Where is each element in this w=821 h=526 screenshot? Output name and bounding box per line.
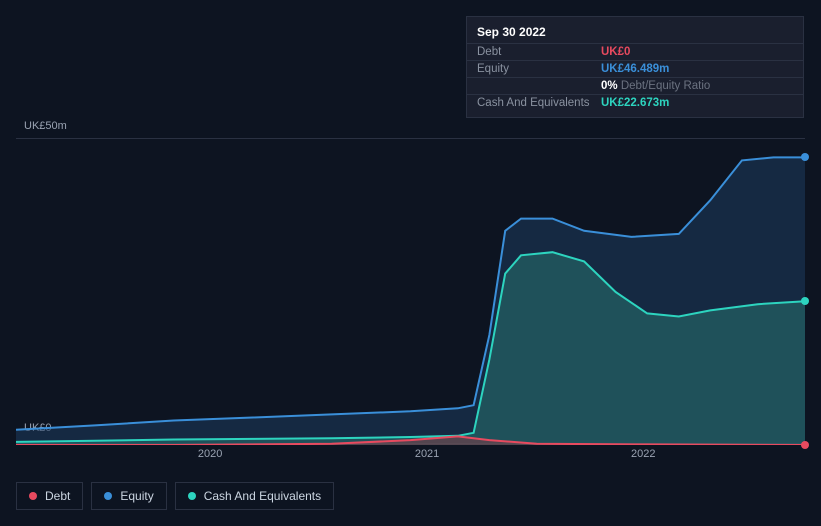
tooltip-label: Equity [477, 63, 601, 75]
chart-tooltip: Sep 30 2022 Debt UK£0 Equity UK£46.489m … [466, 16, 804, 118]
y-axis-label-max: UK£50m [24, 120, 67, 132]
tooltip-label: Cash And Equivalents [477, 97, 601, 109]
chart-plot-area[interactable] [16, 138, 805, 444]
legend-dot-icon [104, 492, 112, 500]
tooltip-row-equity: Equity UK£46.489m [467, 60, 803, 77]
tooltip-value-equity: UK£46.489m [601, 63, 669, 75]
ratio-percent: 0% [601, 80, 618, 92]
tooltip-label: Debt [477, 46, 601, 58]
tooltip-date: Sep 30 2022 [467, 23, 803, 43]
chart-legend: Debt Equity Cash And Equivalents [16, 482, 334, 510]
tooltip-row-ratio: 0% Debt/Equity Ratio [467, 77, 803, 94]
legend-item-equity[interactable]: Equity [91, 482, 166, 510]
legend-dot-icon [188, 492, 196, 500]
legend-label: Cash And Equivalents [204, 489, 321, 503]
legend-label: Debt [45, 489, 70, 503]
tooltip-row-debt: Debt UK£0 [467, 43, 803, 60]
tooltip-value-ratio: 0% Debt/Equity Ratio [601, 80, 710, 92]
series-end-dot-equity [801, 153, 809, 161]
ratio-text: Debt/Equity Ratio [618, 80, 711, 92]
chart-svg [16, 139, 805, 445]
legend-dot-icon [29, 492, 37, 500]
x-axis-tick: 2021 [415, 448, 439, 460]
tooltip-value-debt: UK£0 [601, 46, 630, 58]
legend-label: Equity [120, 489, 153, 503]
legend-item-cash[interactable]: Cash And Equivalents [175, 482, 334, 510]
legend-item-debt[interactable]: Debt [16, 482, 83, 510]
tooltip-row-cash: Cash And Equivalents UK£22.673m [467, 94, 803, 111]
tooltip-label [477, 80, 601, 92]
x-axis-tick: 2022 [631, 448, 655, 460]
chart-container: UK£50m UK£0 202020212022 [16, 122, 805, 457]
series-end-dot-cash [801, 297, 809, 305]
x-axis-labels: 2020 2021 2022 [16, 448, 805, 468]
tooltip-value-cash: UK£22.673m [601, 97, 669, 109]
x-axis-tick: 2020 [198, 448, 222, 460]
